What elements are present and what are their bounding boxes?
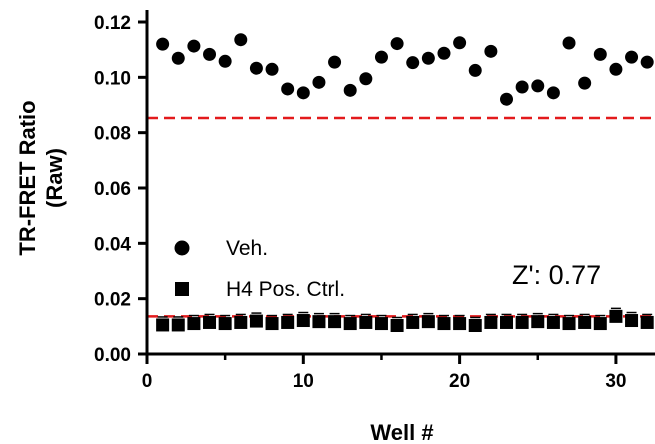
x-tick-label: 20 bbox=[449, 371, 470, 392]
pos-ctrl-point bbox=[609, 309, 623, 323]
veh-point bbox=[171, 51, 185, 65]
pos-ctrl-point bbox=[484, 315, 498, 329]
veh-point bbox=[234, 33, 248, 47]
y-tick-label: 0.02 bbox=[94, 290, 131, 311]
pos-ctrl-point bbox=[406, 315, 420, 329]
veh-point bbox=[453, 36, 467, 50]
veh-point bbox=[203, 47, 217, 61]
data-markers bbox=[156, 33, 654, 333]
pos-ctrl-point bbox=[562, 317, 576, 331]
pos-ctrl-point bbox=[500, 315, 514, 329]
pos-ctrl-point bbox=[249, 314, 263, 328]
veh-point bbox=[312, 75, 326, 89]
legend-marker-pos-ctrl bbox=[175, 282, 189, 296]
pos-ctrl-point bbox=[187, 317, 201, 331]
pos-ctrl-point bbox=[234, 315, 248, 329]
legend: Veh. H4 Pos. Ctrl. bbox=[174, 237, 345, 301]
pos-ctrl-point bbox=[531, 315, 545, 329]
veh-point bbox=[328, 55, 342, 69]
veh-point bbox=[249, 61, 263, 75]
pos-ctrl-point bbox=[374, 317, 388, 331]
veh-point bbox=[421, 51, 435, 65]
legend-marker-veh bbox=[174, 240, 190, 256]
veh-point bbox=[578, 76, 592, 90]
veh-point bbox=[484, 44, 498, 58]
pos-ctrl-point bbox=[625, 314, 639, 328]
pos-ctrl-point bbox=[296, 314, 310, 328]
y-tick-label: 0.10 bbox=[94, 68, 131, 89]
pos-ctrl-point bbox=[437, 317, 451, 331]
y-tick-label: 0.06 bbox=[94, 179, 131, 200]
veh-point bbox=[390, 37, 404, 51]
y-axis-title-line2: (Raw) bbox=[42, 148, 67, 208]
veh-point bbox=[406, 56, 420, 70]
veh-point bbox=[437, 46, 451, 60]
pos-ctrl-point bbox=[312, 315, 326, 329]
legend-label-pos-ctrl: H4 Pos. Ctrl. bbox=[226, 278, 345, 301]
pos-ctrl-point bbox=[578, 315, 592, 329]
veh-point bbox=[218, 54, 232, 68]
x-tick-label: 10 bbox=[293, 371, 314, 392]
pos-ctrl-point bbox=[390, 319, 404, 333]
pos-ctrl-point bbox=[171, 318, 185, 332]
veh-point bbox=[593, 47, 607, 61]
pos-ctrl-point bbox=[468, 319, 482, 333]
pos-ctrl-point bbox=[203, 315, 217, 329]
x-tick-label: 0 bbox=[142, 371, 153, 392]
pos-ctrl-point bbox=[156, 318, 170, 332]
veh-point bbox=[187, 39, 201, 53]
pos-ctrl-point bbox=[218, 317, 232, 331]
legend-label-veh: Veh. bbox=[226, 237, 268, 260]
veh-point bbox=[343, 83, 357, 97]
veh-point bbox=[546, 86, 560, 100]
veh-point bbox=[296, 86, 310, 100]
veh-point bbox=[359, 72, 373, 86]
y-tick-label: 0.12 bbox=[94, 13, 131, 34]
veh-point bbox=[625, 50, 639, 64]
veh-point bbox=[156, 37, 170, 51]
z-prime-annotation: Z': 0.77 bbox=[512, 260, 601, 290]
pos-ctrl-point bbox=[515, 315, 529, 329]
x-axis-title: Well # bbox=[370, 420, 433, 444]
veh-point bbox=[531, 79, 545, 93]
y-tick-label: 0.08 bbox=[94, 124, 131, 145]
y-tick-label: 0.00 bbox=[94, 345, 131, 366]
pos-ctrl-point bbox=[281, 315, 295, 329]
pos-ctrl-point bbox=[265, 317, 279, 331]
veh-point bbox=[562, 36, 576, 50]
veh-point bbox=[640, 55, 654, 69]
pos-ctrl-point bbox=[546, 315, 560, 329]
veh-point bbox=[281, 82, 295, 96]
ticks: 0.00 0.02 0.04 0.06 0.08 0.10 0.12 0 10 20 30 bbox=[94, 13, 626, 392]
pos-ctrl-point bbox=[359, 315, 373, 329]
veh-point bbox=[374, 50, 388, 64]
pos-ctrl-point bbox=[421, 315, 435, 329]
y-tick-label: 0.04 bbox=[94, 234, 131, 255]
pos-ctrl-point bbox=[343, 317, 357, 331]
veh-point bbox=[265, 62, 279, 76]
veh-point bbox=[515, 80, 529, 94]
pos-ctrl-point bbox=[593, 317, 607, 331]
pos-ctrl-point bbox=[453, 317, 467, 331]
veh-point bbox=[468, 63, 482, 77]
y-axis-title-line1: TR-FRET Ratio bbox=[15, 100, 40, 255]
veh-point bbox=[609, 62, 623, 76]
pos-ctrl-point bbox=[328, 315, 342, 329]
veh-point bbox=[500, 92, 514, 106]
pos-ctrl-point bbox=[640, 315, 654, 329]
x-tick-label: 30 bbox=[605, 371, 626, 392]
